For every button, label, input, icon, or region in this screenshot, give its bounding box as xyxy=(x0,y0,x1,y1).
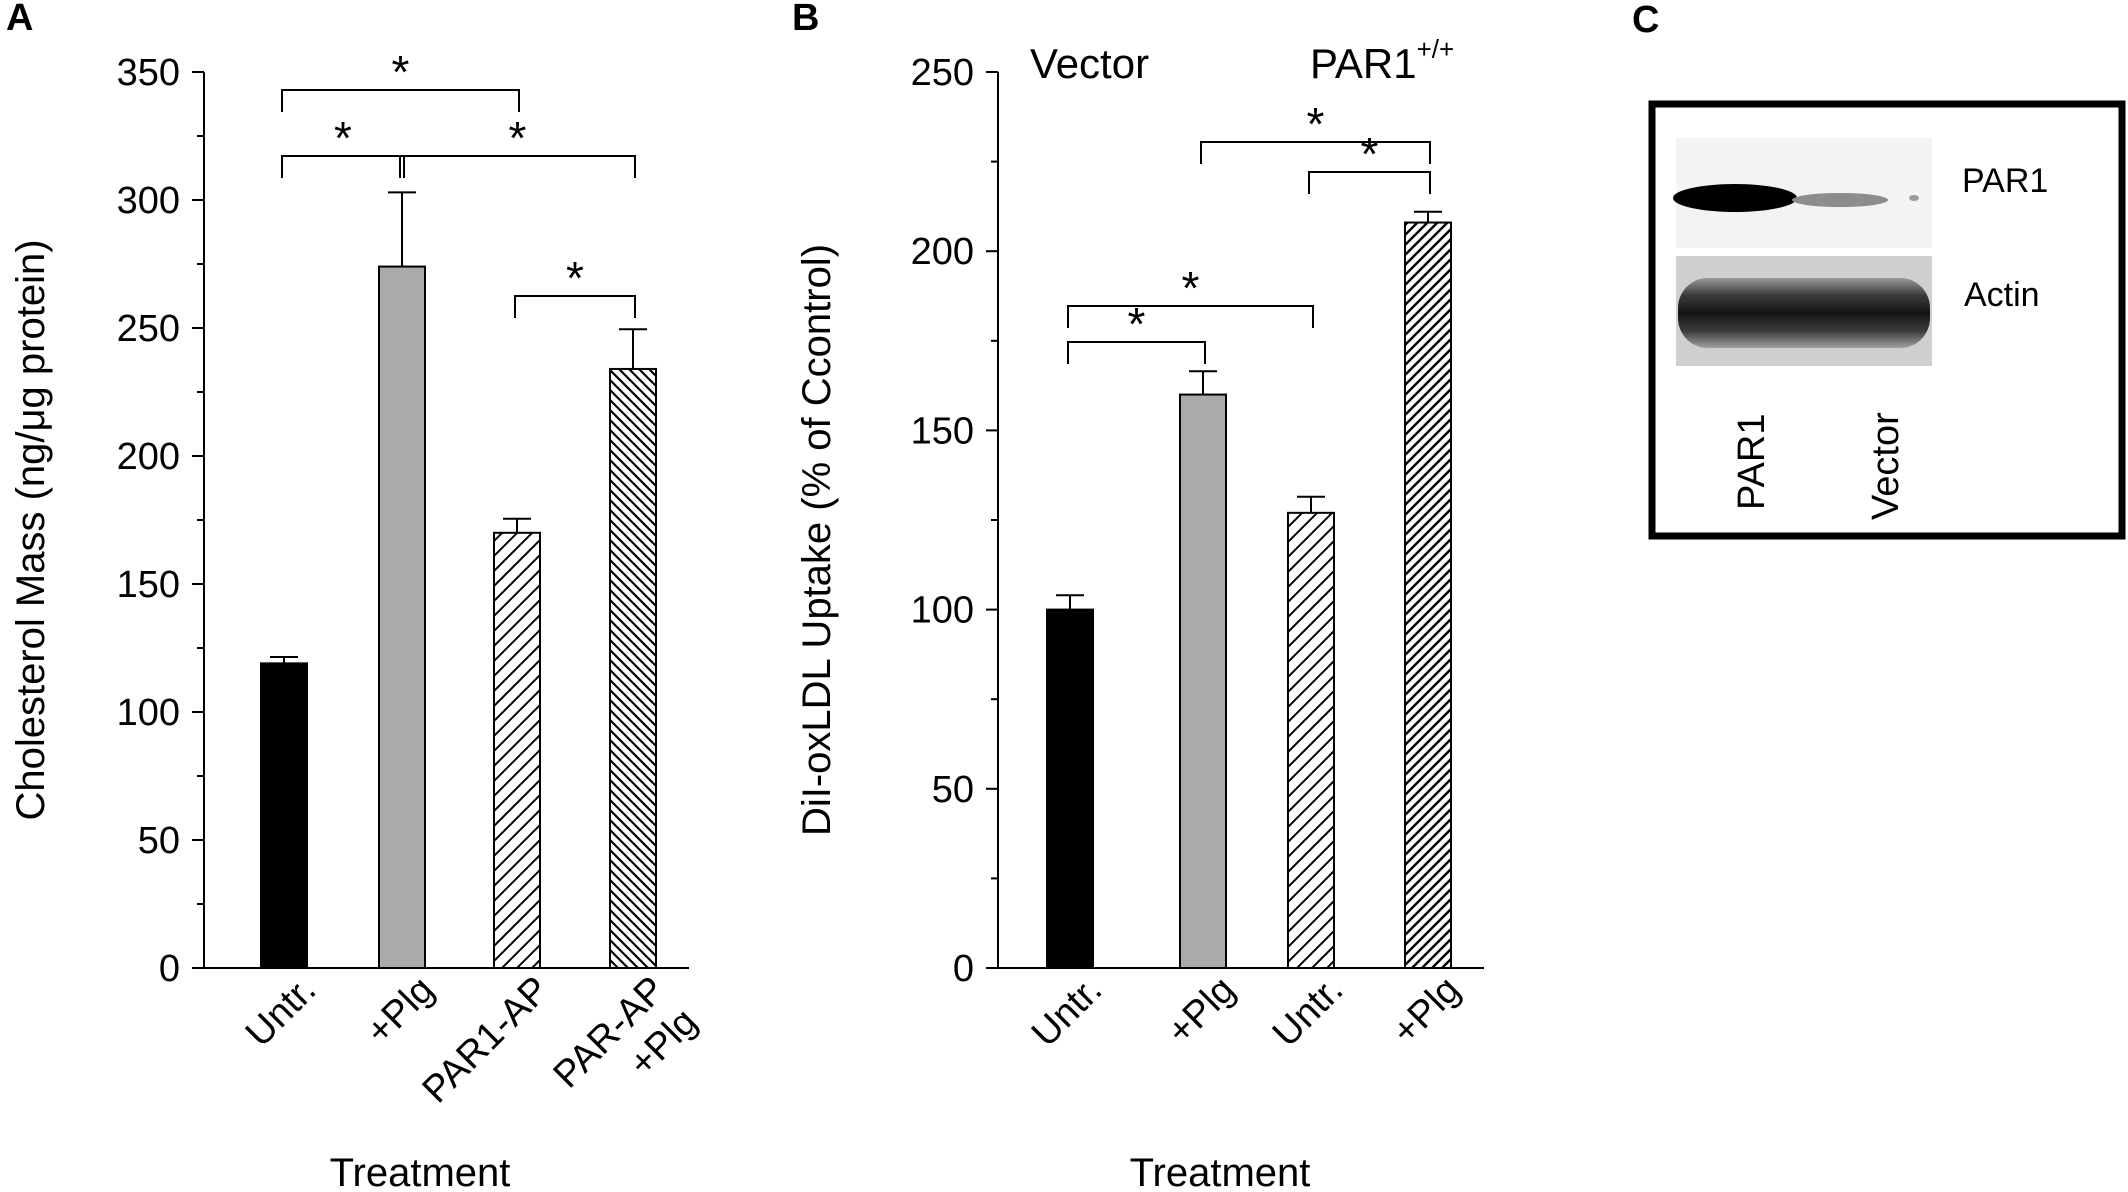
chart-a-ytick-label: 350 xyxy=(117,52,180,94)
panel-c-label: C xyxy=(1632,0,1659,41)
band-par1-speck xyxy=(1909,195,1919,201)
chart-a-ytick-label: 150 xyxy=(117,564,180,606)
chart-b-significance-star: * xyxy=(1182,262,1200,314)
chart-a-significance-star: * xyxy=(392,46,410,98)
chart-a-category-label: PAR1-AP xyxy=(415,969,558,1112)
chart-a-ytick-label: 0 xyxy=(159,948,180,990)
band-actin xyxy=(1678,278,1930,348)
chart-a-significance-bracket xyxy=(399,155,636,178)
band-par1-lane2 xyxy=(1792,193,1888,207)
group-label-par1: PAR1+/+ xyxy=(1310,34,1454,87)
chart-a-bar xyxy=(378,265,426,969)
chart-a-bar xyxy=(609,367,657,969)
blot-row-label-par1: PAR1 xyxy=(1962,162,2048,200)
chart-a-significance-star: * xyxy=(566,252,584,304)
group-label-par1-sup: +/+ xyxy=(1417,34,1455,64)
western-blot: PAR1 Actin PAR1 Vector xyxy=(1648,100,2126,540)
panel-b-label: B xyxy=(792,0,819,39)
chart-a-ylabel: Cholesterol Mass (ng/μg protein) xyxy=(9,239,53,820)
chart-b-significance-star: * xyxy=(1361,128,1379,180)
chart-b-ytick-label: 150 xyxy=(911,410,974,452)
blot-lane-label-par1: PAR1 xyxy=(1731,414,1773,510)
chart-a-ytick-label: 200 xyxy=(117,436,180,478)
chart-a-ytick-label: 300 xyxy=(117,180,180,222)
chart-a-significance-star: * xyxy=(334,112,352,164)
chart-b-bar xyxy=(1404,221,1452,969)
band-par1-lane1 xyxy=(1673,184,1797,212)
chart-b-significance-bracket xyxy=(1067,305,1314,328)
chart-b-category-label: +Plg xyxy=(1159,969,1243,1053)
chart-b-ytick-label: 250 xyxy=(911,52,974,94)
blot-row-label-actin: Actin xyxy=(1964,276,2040,314)
chart-a-significance-bracket xyxy=(281,155,405,178)
chart-a-category-label: Untr. xyxy=(238,969,324,1055)
chart-b-ylabel: DiI-oxLDL Uptake (% of Ccontrol) xyxy=(795,244,839,836)
chart-b-bar xyxy=(1179,393,1227,969)
chart-b-ytick-label: 0 xyxy=(953,948,974,990)
chart-b-significance-bracket xyxy=(1067,341,1206,364)
chart-a-ytick-label: 250 xyxy=(117,308,180,350)
chart-a-significance-bracket xyxy=(281,89,520,112)
chart-b-significance-star: * xyxy=(1307,98,1325,150)
chart-b-significance-bracket xyxy=(1200,141,1431,164)
group-label-par1-text: PAR1 xyxy=(1310,40,1417,87)
group-label-vector: Vector xyxy=(1030,40,1149,87)
chart-a: Cholesterol Mass (ng/μg protein) Treatme… xyxy=(9,46,705,1192)
panel-a-label: A xyxy=(6,0,33,39)
chart-a-category-label: +Plg xyxy=(358,969,442,1053)
chart-b-bar xyxy=(1287,511,1335,969)
chart-a-bar xyxy=(260,662,308,969)
chart-b-ytick-label: 200 xyxy=(911,231,974,273)
chart-b: DiI-oxLDL Uptake (% of Ccontrol) Treatme… xyxy=(795,34,1484,1192)
chart-b-significance-star: * xyxy=(1128,298,1146,350)
chart-a-ytick-label: 100 xyxy=(117,692,180,734)
chart-b-category-label: Untr. xyxy=(1024,969,1110,1055)
chart-a-significance-star: * xyxy=(509,112,527,164)
chart-a-bar xyxy=(493,531,541,969)
chart-a-ytick-label: 50 xyxy=(138,820,180,862)
chart-a-xlabel: Treatment xyxy=(330,1151,511,1192)
chart-a-significance-bracket xyxy=(514,295,636,318)
chart-b-ytick-label: 50 xyxy=(932,769,974,811)
chart-b-significance-bracket xyxy=(1308,171,1431,194)
chart-b-category-label: Untr. xyxy=(1265,969,1351,1055)
chart-b-xlabel: Treatment xyxy=(1130,1151,1311,1192)
chart-b-category-label: +Plg xyxy=(1384,969,1468,1053)
chart-b-ytick-label: 100 xyxy=(911,590,974,632)
chart-b-bar xyxy=(1046,608,1094,969)
blot-lane-label-vector: Vector xyxy=(1865,412,1907,520)
